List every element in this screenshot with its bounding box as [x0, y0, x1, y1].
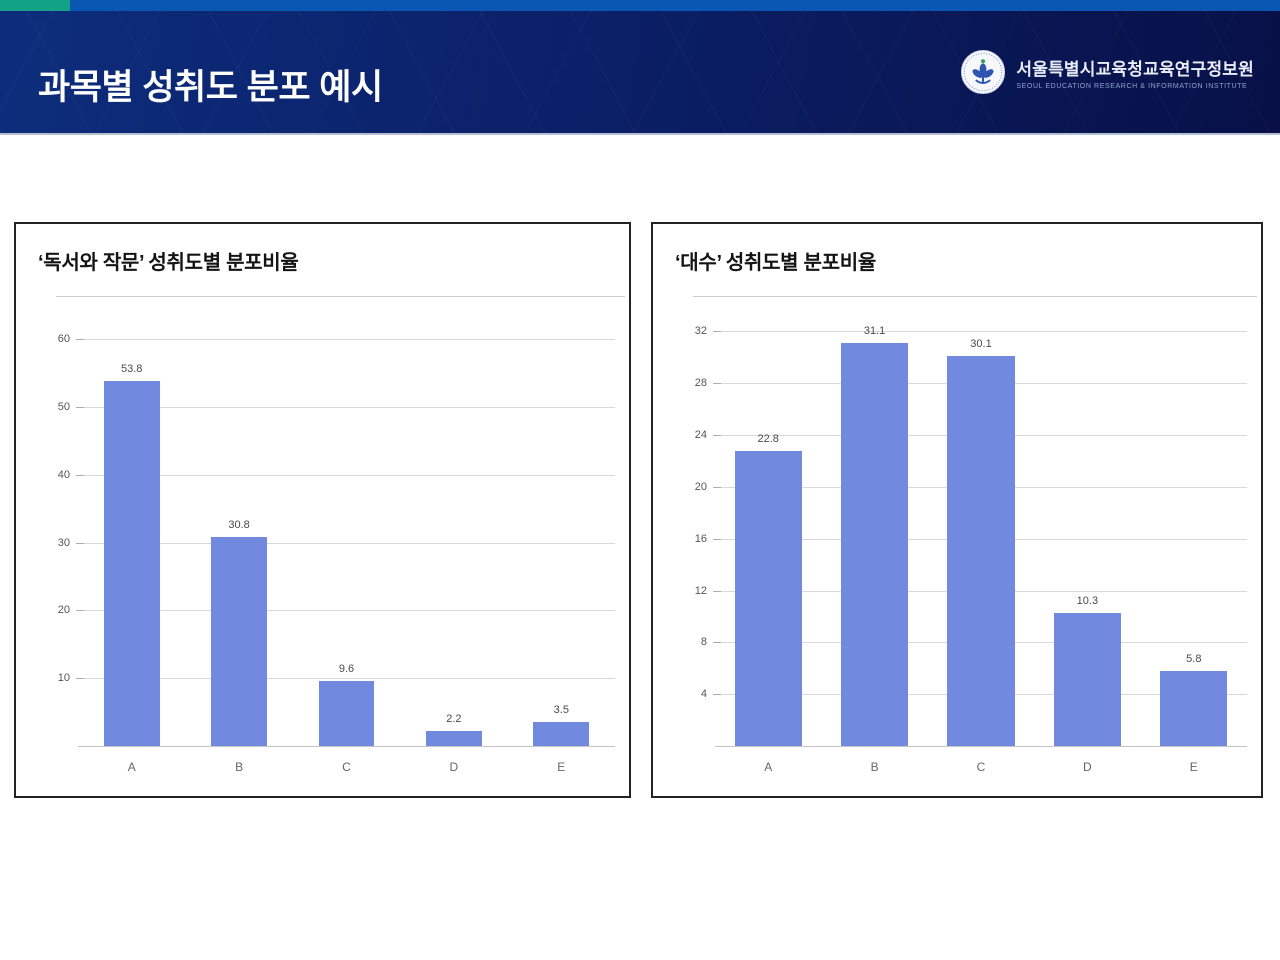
y-tick-label: 30 [57, 536, 70, 549]
gridline [78, 406, 615, 408]
bar-C [318, 680, 375, 746]
institute-emblem-icon [961, 49, 1006, 95]
y-tickmark [76, 610, 84, 612]
bar-chart-reading-writing: 10 20 30 40 50 60 53.8 A 30.8 B 9.6 C 2.2 D 3.5 E [32, 312, 617, 780]
y-tick-label: 50 [57, 400, 70, 413]
bar-B [841, 343, 909, 746]
bar-value-label: 30.1 [970, 338, 992, 351]
bar-chart-algebra: 4 8 12 16 20 24 28 32 22.8 A 31.1 B 30.1 C 10.3 D 5.8 E [669, 312, 1249, 780]
y-tick-label: 10 [57, 672, 70, 685]
chart-panel-reading-writing: ‘독서와 작문’ 성취도별 분포비율 10 20 30 40 50 60 53.8 A 30.8… [14, 222, 631, 798]
page-title: 과목별 성취도 분포 예시 [38, 68, 383, 107]
bar-D [425, 731, 482, 746]
y-tickmark [76, 542, 84, 544]
x-axis-label: D [1083, 760, 1092, 774]
y-tick-label: 4 [700, 688, 707, 701]
y-tick-label: 8 [700, 636, 707, 649]
institute-logo: 서울특별시교육청교육연구정보원 SEOUL EDUCATION RESEARCH… [960, 11, 1254, 133]
y-tickmark [713, 331, 721, 333]
bar-B [211, 537, 268, 746]
y-tickmark [76, 678, 84, 680]
bar-value-label: 5.8 [1186, 652, 1202, 665]
bar-value-label: 22.8 [757, 432, 779, 445]
y-tickmark [76, 339, 84, 341]
institute-name: 서울특별시교육청교육연구정보원 SEOUL EDUCATION RESEARCH… [1016, 55, 1254, 90]
gridline [78, 542, 615, 544]
bar-value-label: 2.2 [446, 713, 462, 726]
institute-name-english: SEOUL EDUCATION RESEARCH & INFORMATION I… [1016, 82, 1248, 90]
y-tickmark [76, 474, 84, 476]
gridline [78, 610, 615, 612]
chart-panel-algebra: ‘대수’ 성취도별 분포비율 4 8 12 16 20 24 28 32 22.8 A 31.1 B 3… [651, 222, 1263, 798]
x-axis-label: E [557, 760, 566, 774]
title-divider [693, 296, 1257, 297]
x-axis-baseline [78, 746, 615, 747]
bar-value-label: 53.8 [120, 363, 143, 376]
y-tickmark [713, 694, 721, 696]
y-tick-label: 28 [694, 377, 707, 390]
x-axis-label: A [764, 760, 773, 774]
bar-value-label: 10.3 [1076, 594, 1099, 607]
y-tick-label: 32 [694, 325, 707, 338]
y-tick-label: 20 [57, 604, 70, 617]
y-tick-label: 16 [694, 532, 707, 545]
bar-E [533, 722, 590, 746]
header-band: 과목별 성취도 분포 예시 서울특별시교육청교육연구정보원 SEOUL EDUC… [0, 11, 1280, 135]
x-axis-label: A [127, 760, 136, 774]
bar-A [103, 381, 160, 746]
y-tick-label: 24 [694, 429, 707, 442]
y-tickmark [76, 406, 84, 408]
y-tickmark [713, 383, 721, 385]
bar-value-label: 3.5 [553, 704, 569, 717]
gridline [715, 331, 1247, 333]
y-tickmark [713, 538, 721, 540]
bar-C [947, 356, 1015, 746]
x-axis-label: B [870, 760, 879, 774]
x-axis-label: C [976, 760, 986, 774]
teal-accent-segment [0, 0, 70, 11]
x-axis-label: B [235, 760, 244, 774]
y-tick-label: 12 [694, 584, 707, 597]
x-axis-baseline [715, 746, 1247, 747]
bar-value-label: 9.6 [338, 662, 355, 675]
gridline [78, 474, 615, 476]
gridline [78, 678, 615, 680]
y-tick-label: 20 [694, 480, 707, 493]
bar-value-label: 31.1 [863, 325, 886, 338]
bar-value-label: 30.8 [228, 519, 250, 532]
y-tickmark [713, 590, 721, 592]
institute-name-korean: 서울특별시교육청교육연구정보원 [1016, 59, 1254, 79]
y-tickmark [713, 642, 721, 644]
y-tick-label: 60 [57, 333, 70, 346]
title-divider [56, 296, 625, 297]
x-axis-label: E [1189, 760, 1198, 774]
chart-title: ‘대수’ 성취도별 분포비율 [675, 252, 876, 274]
chart-title: ‘독서와 작문’ 성취도별 분포비율 [38, 252, 299, 274]
bar-E [1160, 670, 1228, 746]
y-tickmark [713, 486, 721, 488]
y-tickmark [713, 435, 721, 437]
bar-A [734, 450, 802, 746]
gridline [78, 339, 615, 341]
x-axis-label: D [449, 760, 459, 774]
top-accent-strip [0, 0, 1280, 11]
y-tick-label: 40 [57, 468, 70, 481]
x-axis-label: C [342, 760, 351, 774]
bar-D [1053, 612, 1121, 746]
